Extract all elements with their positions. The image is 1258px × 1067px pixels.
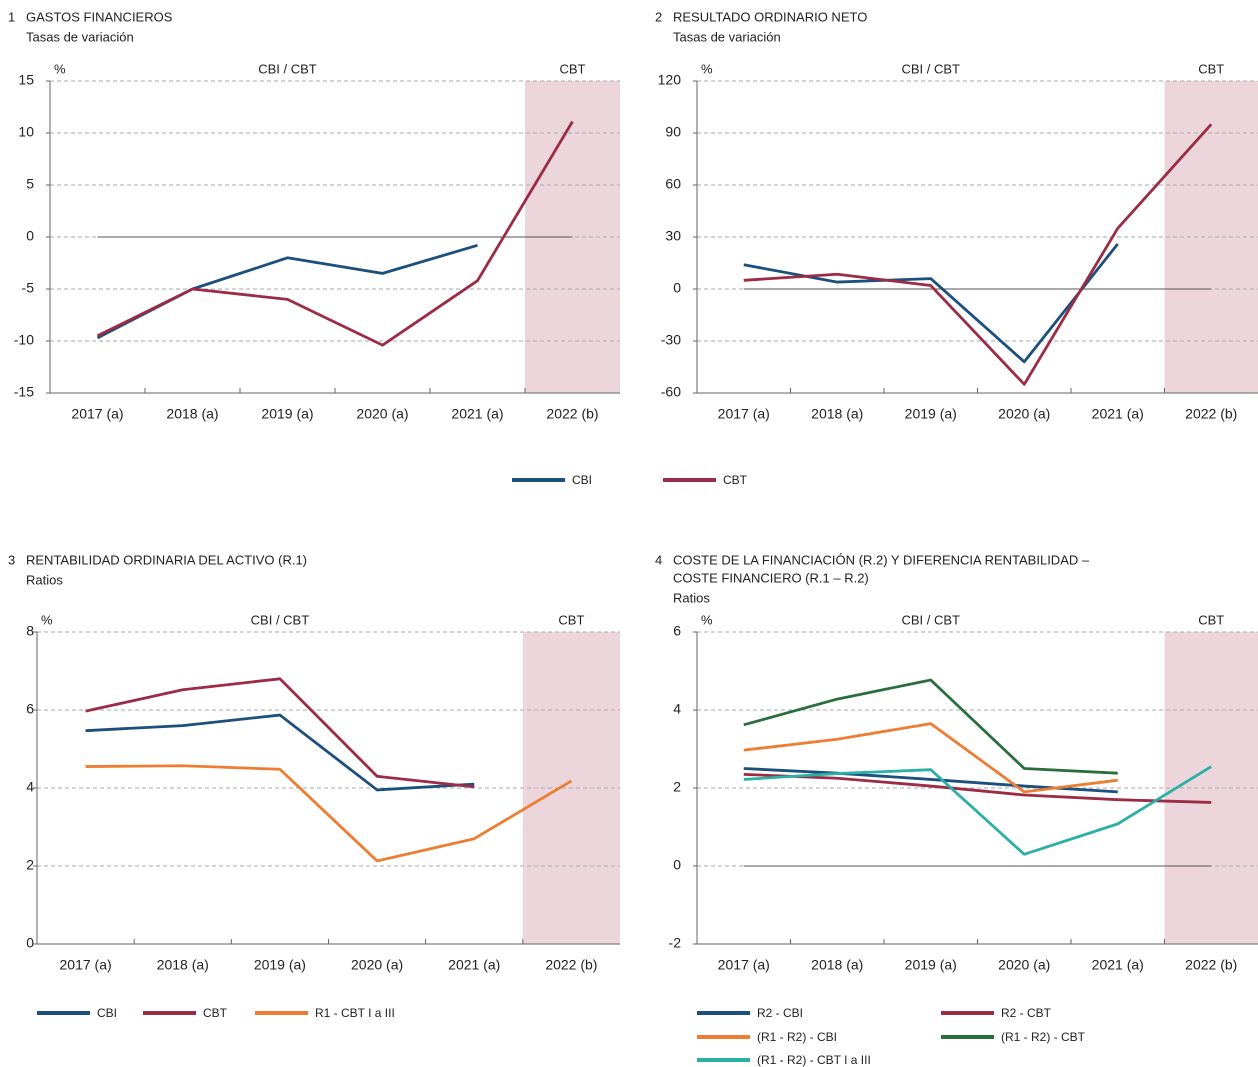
legend-label: CBT (203, 1006, 228, 1020)
x-tick-label: 2022 (b) (546, 406, 598, 422)
x-tick-label: 2019 (a) (905, 406, 957, 422)
series-line (85, 677, 475, 789)
chart-subtitle: Ratios (673, 590, 710, 605)
y-tick-label: 6 (26, 701, 34, 717)
y-tick-label: 0 (26, 935, 34, 951)
x-tick-label: 2017 (a) (71, 406, 123, 422)
unit-label: % (701, 612, 713, 627)
y-tick-label: 0 (673, 857, 681, 873)
series-line (743, 765, 1212, 856)
period-label: CBT (1198, 61, 1224, 76)
chart-title: COSTE DE LA FINANCIACIÓN (R.2) Y DIFEREN… (673, 552, 1090, 567)
chart-title: RESULTADO ORDINARIO NETO (673, 9, 867, 24)
period-label: CBI / CBT (251, 612, 310, 627)
series-line (743, 678, 1118, 775)
y-tick-label: -10 (14, 332, 34, 348)
series-line (743, 722, 1118, 794)
chart-number: 1 (8, 9, 15, 24)
y-tick-label: -30 (661, 332, 681, 348)
period-label: CBI / CBT (901, 61, 960, 76)
legend-label: R2 - CBI (757, 1006, 803, 1020)
series-line (96, 243, 478, 340)
y-tick-label: -2 (669, 935, 682, 951)
legend-label: CBI (97, 1006, 117, 1020)
series-line (743, 123, 1213, 386)
y-tick-label: -5 (22, 280, 35, 296)
legend-label: (R1 - R2) - CBI (757, 1030, 837, 1044)
y-tick-label: 120 (658, 72, 682, 88)
x-tick-label: 2018 (a) (166, 406, 218, 422)
period-label: CBT (558, 612, 584, 627)
y-tick-label: 2 (26, 857, 34, 873)
x-tick-label: 2019 (a) (905, 957, 957, 973)
y-tick-label: 15 (18, 72, 34, 88)
chart-number: 2 (655, 9, 662, 24)
legend-label: R1 - CBT I a III (315, 1006, 395, 1020)
x-tick-label: 2017 (a) (718, 957, 770, 973)
y-tick-label: 8 (26, 623, 34, 639)
x-tick-label: 2020 (a) (351, 957, 403, 973)
chart-subtitle: Tasas de variación (26, 29, 134, 44)
series-line (85, 764, 573, 863)
x-tick-label: 2019 (a) (261, 406, 313, 422)
legend-label: CBI (572, 473, 592, 487)
y-tick-label: 4 (26, 779, 34, 795)
y-tick-label: 10 (18, 124, 34, 140)
x-tick-label: 2021 (a) (1092, 406, 1144, 422)
period-label: CBI / CBT (258, 61, 317, 76)
period-label: CBI / CBT (901, 612, 960, 627)
chart-subtitle: Ratios (26, 572, 63, 587)
legend-label: (R1 - R2) - CBT (1001, 1030, 1086, 1044)
x-tick-label: 2018 (a) (811, 957, 863, 973)
x-tick-label: 2022 (b) (545, 957, 597, 973)
unit-label: % (54, 61, 66, 76)
y-tick-label: 30 (665, 228, 681, 244)
period-label: CBT (1198, 612, 1224, 627)
x-tick-label: 2017 (a) (718, 406, 770, 422)
x-tick-label: 2018 (a) (157, 957, 209, 973)
x-tick-label: 2021 (a) (451, 406, 503, 422)
x-tick-label: 2019 (a) (254, 957, 306, 973)
legend-label: R2 - CBT (1001, 1006, 1052, 1020)
series-line (743, 243, 1119, 364)
x-tick-label: 2017 (a) (60, 957, 112, 973)
legend-label: (R1 - R2) - CBT I a III (757, 1053, 871, 1067)
chart-subtitle: Tasas de variación (673, 29, 781, 44)
x-tick-label: 2021 (a) (1092, 957, 1144, 973)
x-tick-label: 2020 (a) (998, 406, 1050, 422)
unit-label: % (701, 61, 713, 76)
chart-title: GASTOS FINANCIEROS (26, 9, 173, 24)
x-tick-label: 2021 (a) (448, 957, 500, 973)
y-tick-label: 0 (673, 280, 681, 296)
chart-number: 3 (8, 552, 15, 567)
y-tick-label: -15 (14, 384, 34, 400)
y-tick-label: 5 (26, 176, 34, 192)
y-tick-label: 90 (665, 124, 681, 140)
x-tick-label: 2022 (b) (1185, 406, 1237, 422)
y-tick-label: 60 (665, 176, 681, 192)
chart-title: COSTE FINANCIERO (R.1 – R.2) (673, 570, 869, 585)
series-line (85, 713, 475, 792)
series-line (743, 772, 1212, 804)
x-tick-label: 2018 (a) (811, 406, 863, 422)
x-tick-label: 2022 (b) (1185, 957, 1237, 973)
x-tick-label: 2020 (a) (356, 406, 408, 422)
chart-title: RENTABILIDAD ORDINARIA DEL ACTIVO (R.1) (26, 552, 307, 567)
y-tick-label: 6 (673, 623, 681, 639)
chart-number: 4 (655, 552, 662, 567)
y-tick-label: 2 (673, 779, 681, 795)
series-line (96, 120, 574, 347)
legend-label: CBT (723, 473, 748, 487)
period-label: CBT (560, 61, 586, 76)
y-tick-label: 4 (673, 701, 681, 717)
unit-label: % (41, 612, 53, 627)
x-tick-label: 2020 (a) (998, 957, 1050, 973)
y-tick-label: 0 (26, 228, 34, 244)
y-tick-label: -60 (661, 384, 681, 400)
